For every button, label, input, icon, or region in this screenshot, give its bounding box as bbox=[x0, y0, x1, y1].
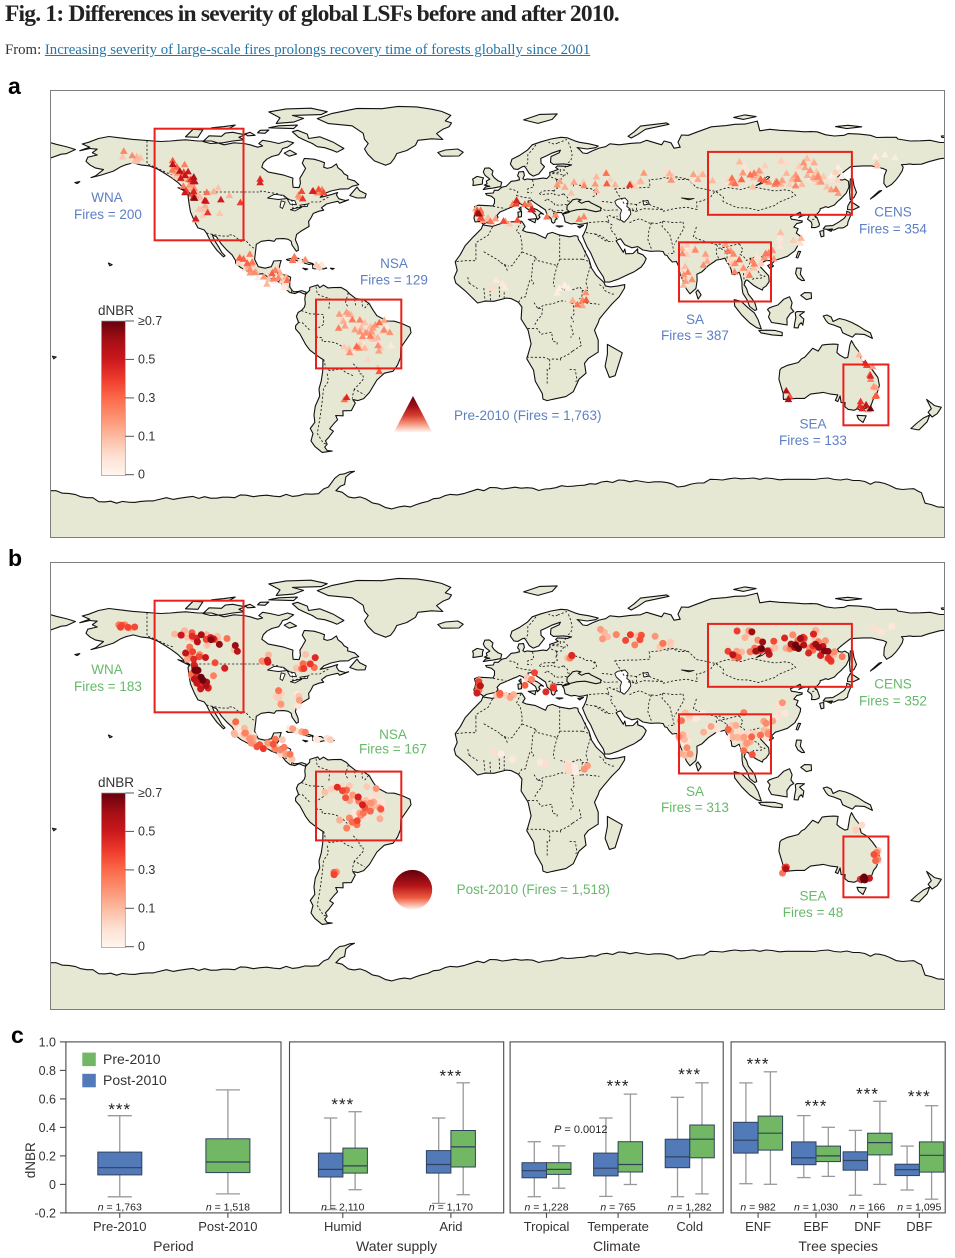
svg-text:0.3: 0.3 bbox=[138, 391, 155, 405]
svg-text:n = 1,763: n = 1,763 bbox=[98, 1202, 142, 1214]
svg-text:Arid: Arid bbox=[439, 1219, 462, 1234]
svg-text:n = 1,518: n = 1,518 bbox=[206, 1202, 250, 1214]
svg-text:Temperate: Temperate bbox=[587, 1219, 648, 1234]
svg-text:0.3: 0.3 bbox=[138, 863, 155, 877]
svg-text:DNF: DNF bbox=[854, 1219, 881, 1234]
svg-text:Fires = 354: Fires = 354 bbox=[859, 222, 927, 237]
svg-text:0.1: 0.1 bbox=[138, 429, 155, 443]
svg-text:***: *** bbox=[439, 1067, 462, 1086]
svg-text:Climate: Climate bbox=[593, 1238, 641, 1254]
svg-text:n = 1,282: n = 1,282 bbox=[668, 1202, 712, 1214]
svg-text:DBF: DBF bbox=[906, 1219, 932, 1234]
svg-text:n = 1,228: n = 1,228 bbox=[524, 1202, 568, 1214]
svg-text:Fires = 313: Fires = 313 bbox=[661, 800, 729, 815]
svg-text:***: *** bbox=[607, 1077, 630, 1096]
svg-text:Pre-2010: Pre-2010 bbox=[93, 1219, 146, 1234]
svg-text:n = 166: n = 166 bbox=[850, 1202, 885, 1214]
svg-text:Fires = 167: Fires = 167 bbox=[359, 742, 427, 757]
svg-text:0.6: 0.6 bbox=[39, 1092, 56, 1106]
svg-text:WNA: WNA bbox=[91, 190, 123, 205]
svg-text:***: *** bbox=[108, 1100, 131, 1119]
svg-text:Post-2010: Post-2010 bbox=[103, 1072, 167, 1088]
svg-text:Pre-2010 (Fires = 1,763): Pre-2010 (Fires = 1,763) bbox=[454, 408, 601, 423]
svg-text:0: 0 bbox=[138, 940, 145, 954]
svg-text:n = 1,095: n = 1,095 bbox=[897, 1202, 941, 1214]
svg-text:CENS: CENS bbox=[874, 205, 912, 220]
svg-text:***: *** bbox=[856, 1085, 879, 1104]
svg-text:Post-2010 (Fires = 1,518): Post-2010 (Fires = 1,518) bbox=[457, 882, 610, 897]
svg-text:n = 982: n = 982 bbox=[740, 1202, 775, 1214]
svg-text:0: 0 bbox=[138, 468, 145, 482]
svg-text:CENS: CENS bbox=[874, 677, 912, 692]
svg-text:Cold: Cold bbox=[676, 1219, 703, 1234]
svg-text:0.4: 0.4 bbox=[39, 1121, 56, 1135]
svg-text:Fires = 133: Fires = 133 bbox=[779, 433, 847, 448]
svg-text:***: *** bbox=[678, 1065, 701, 1084]
svg-text:Post-2010: Post-2010 bbox=[198, 1219, 257, 1234]
svg-text:P = 0.0012: P = 0.0012 bbox=[554, 1124, 608, 1136]
svg-text:Fires = 129: Fires = 129 bbox=[360, 273, 428, 288]
svg-text:n = 765: n = 765 bbox=[600, 1202, 635, 1214]
svg-text:Period: Period bbox=[153, 1238, 193, 1254]
svg-text:0.8: 0.8 bbox=[39, 1064, 56, 1078]
svg-text:ENF: ENF bbox=[745, 1219, 771, 1234]
svg-text:-0.2: -0.2 bbox=[34, 1206, 56, 1220]
svg-text:NSA: NSA bbox=[379, 727, 407, 742]
svg-text:0.2: 0.2 bbox=[39, 1149, 56, 1163]
svg-text:Humid: Humid bbox=[324, 1219, 362, 1234]
svg-text:SEA: SEA bbox=[799, 417, 826, 432]
svg-text:***: *** bbox=[805, 1097, 828, 1116]
svg-text:SA: SA bbox=[686, 784, 704, 799]
svg-text:≥0.7: ≥0.7 bbox=[138, 786, 162, 800]
svg-text:dNBR: dNBR bbox=[98, 775, 134, 790]
svg-text:dNBR: dNBR bbox=[23, 1142, 38, 1178]
svg-text:Fires = 387: Fires = 387 bbox=[661, 328, 729, 343]
svg-text:EBF: EBF bbox=[803, 1219, 828, 1234]
svg-text:Tree species: Tree species bbox=[798, 1238, 878, 1254]
svg-text:0: 0 bbox=[49, 1178, 56, 1192]
svg-text:Tropical: Tropical bbox=[524, 1219, 570, 1234]
svg-text:***: *** bbox=[331, 1095, 354, 1114]
svg-text:≥0.7: ≥0.7 bbox=[138, 314, 162, 328]
svg-text:0.5: 0.5 bbox=[138, 352, 155, 366]
svg-text:Fires = 48: Fires = 48 bbox=[783, 905, 843, 920]
svg-text:n = 1,030: n = 1,030 bbox=[794, 1202, 838, 1214]
svg-text:WNA: WNA bbox=[91, 662, 123, 677]
svg-text:dNBR: dNBR bbox=[98, 303, 134, 318]
svg-text:Fires = 200: Fires = 200 bbox=[74, 207, 142, 222]
svg-text:0.5: 0.5 bbox=[138, 824, 155, 838]
svg-text:Pre-2010: Pre-2010 bbox=[103, 1051, 161, 1067]
svg-text:0.1: 0.1 bbox=[138, 901, 155, 915]
svg-text:n = 1,170: n = 1,170 bbox=[429, 1202, 473, 1214]
svg-text:SEA: SEA bbox=[799, 889, 826, 904]
svg-text:***: *** bbox=[908, 1087, 931, 1106]
svg-text:NSA: NSA bbox=[380, 256, 408, 271]
svg-text:Fires = 352: Fires = 352 bbox=[859, 694, 927, 709]
svg-text:SA: SA bbox=[686, 312, 704, 327]
svg-text:n = 2,110: n = 2,110 bbox=[321, 1202, 364, 1214]
svg-text:Fires = 183: Fires = 183 bbox=[74, 679, 142, 694]
svg-text:***: *** bbox=[747, 1055, 770, 1074]
svg-text:1.0: 1.0 bbox=[39, 1035, 56, 1049]
svg-text:Water supply: Water supply bbox=[356, 1238, 437, 1254]
